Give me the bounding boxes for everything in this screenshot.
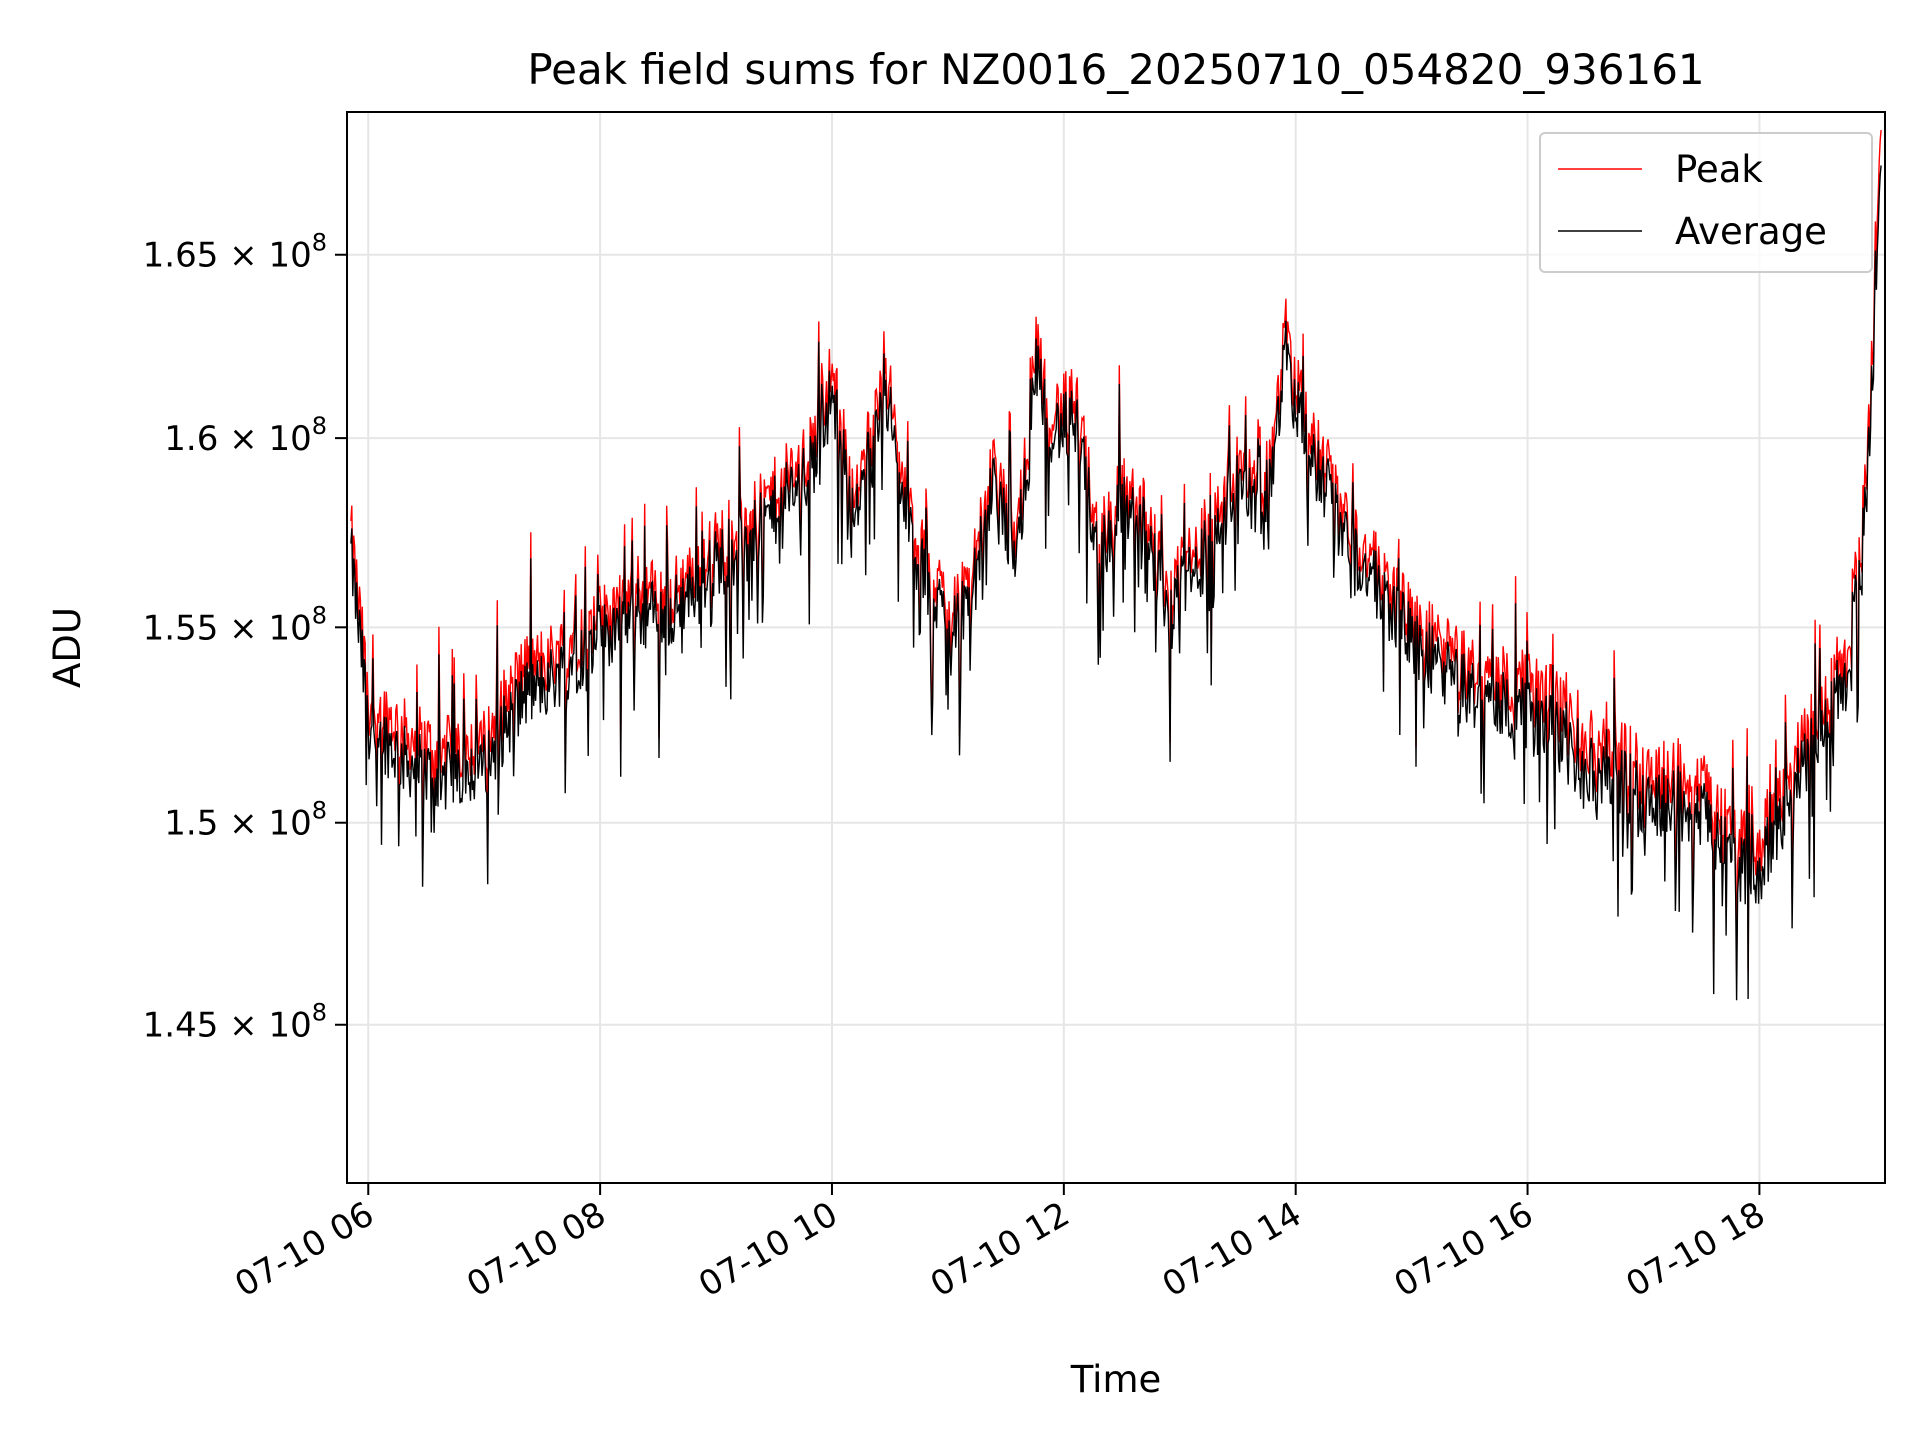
plot-frame bbox=[346, 111, 1886, 1184]
series-line-peak bbox=[350, 129, 1882, 973]
y-tick-label: 1.6 × 108 bbox=[164, 412, 327, 459]
y-axis-ticks: 1.45 × 108 1.5 × 108 1.55 × 108 1.6 × 108 1.… bbox=[143, 229, 347, 1046]
series-group bbox=[350, 129, 1882, 1001]
grid bbox=[347, 112, 1885, 1183]
y-tick-label: 1.55 × 108 bbox=[143, 601, 327, 648]
series-line-average bbox=[350, 165, 1882, 1001]
legend-box bbox=[1539, 132, 1873, 273]
y-axis-label: ADU bbox=[46, 607, 89, 688]
chart-title: Peak field sums for NZ0016_20250710_0548… bbox=[527, 45, 1704, 94]
y-tick-label: 1.65 × 108 bbox=[143, 229, 327, 276]
x-axis-label: Time bbox=[1070, 1358, 1162, 1401]
y-tick-label: 1.45 × 108 bbox=[143, 999, 327, 1046]
legend-label-peak: Peak bbox=[1675, 148, 1763, 191]
legend: Peak Average bbox=[1539, 132, 1873, 273]
legend-label-average: Average bbox=[1675, 210, 1827, 253]
y-tick-label: 1.5 × 108 bbox=[164, 797, 327, 844]
